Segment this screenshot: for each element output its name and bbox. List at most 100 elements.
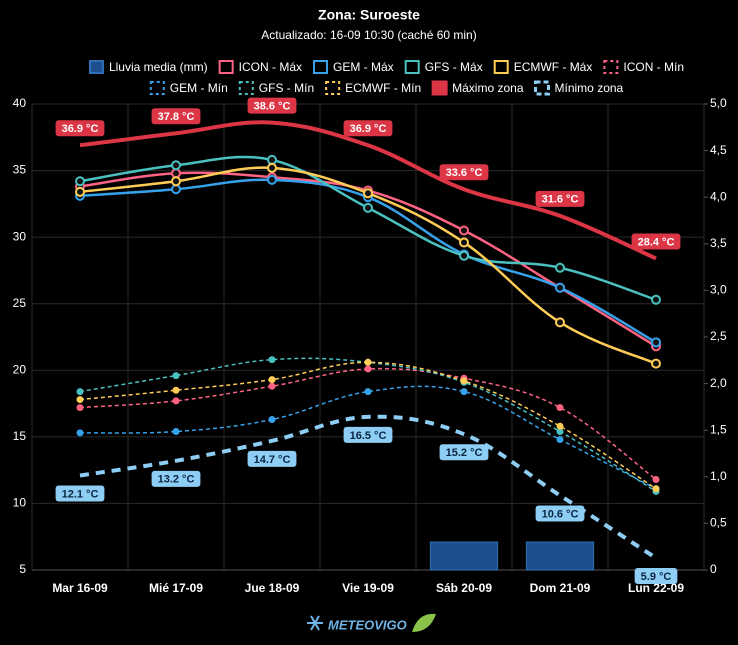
point (652, 485, 660, 493)
point (556, 404, 564, 412)
legend-swatch (603, 60, 619, 74)
value-label: 12.1 °C (62, 488, 99, 500)
point (76, 388, 84, 396)
legend-item: GFS - Máx (404, 60, 483, 74)
value-label-box (439, 164, 489, 181)
value-label-box (439, 444, 489, 461)
legend-label: GEM - Máx (333, 60, 394, 74)
legend-item: ICON - Máx (218, 60, 302, 74)
value-label: 38.6 °C (254, 101, 291, 113)
x-tick-label: Vie 19-09 (342, 581, 394, 595)
point (267, 154, 277, 165)
x-tick-label: Jue 18-09 (245, 581, 300, 595)
legend-swatch (404, 60, 420, 74)
legend-swatch (313, 60, 329, 74)
y2-tick-label: 1,5 (710, 422, 727, 436)
point (75, 176, 85, 187)
point (459, 237, 469, 248)
value-label: 33.6 °C (446, 167, 483, 179)
legend-item: ECMWF - Máx (493, 60, 593, 74)
x-tick-label: Lun 22-09 (628, 581, 684, 595)
value-label-box (151, 470, 201, 487)
y-tick-label: 40 (13, 96, 27, 110)
legend-item: Mínimo zona (534, 80, 624, 96)
point (171, 160, 181, 171)
logo-text: METEOVIGO (328, 617, 407, 632)
point (555, 282, 565, 293)
y-tick-label: 20 (13, 362, 27, 376)
point (172, 397, 180, 405)
logo-icon (307, 615, 323, 631)
legend-item: GEM - Mín (149, 81, 228, 95)
legend-swatch (149, 81, 165, 95)
value-label: 13.2 °C (158, 474, 195, 486)
value-label: 14.7 °C (254, 454, 291, 466)
line-series (76, 358, 660, 493)
legend-item: ICON - Mín (603, 60, 684, 74)
point (556, 428, 564, 436)
point (268, 382, 276, 390)
point (76, 429, 84, 437)
point (459, 225, 469, 236)
y-tick-label: 35 (13, 163, 27, 177)
point (268, 416, 276, 424)
legend-label: ICON - Mín (623, 60, 684, 74)
value-label: 5.9 °C (641, 571, 672, 583)
point (75, 186, 85, 197)
y2-tick-label: 2,5 (710, 329, 727, 343)
legend-swatch (218, 60, 234, 74)
legend-label: Lluvia media (mm) (109, 60, 208, 74)
y2-tick-label: 3,0 (710, 283, 727, 297)
point (651, 294, 661, 305)
chart-title: Zona: Suroeste (318, 7, 420, 23)
point (555, 262, 565, 273)
point (267, 162, 277, 173)
line-series (75, 154, 661, 305)
point (651, 337, 661, 348)
line (79, 120, 657, 261)
value-label-box (55, 120, 105, 137)
point (172, 428, 180, 436)
point (268, 356, 276, 364)
x-tick-label: Dom 21-09 (530, 581, 591, 595)
point (171, 184, 181, 195)
value-label-box (247, 97, 297, 114)
point (459, 250, 469, 261)
y-tick-label: 10 (13, 496, 27, 510)
legend-swatch (238, 81, 254, 95)
x-tick-label: Mié 17-09 (149, 581, 203, 595)
legend-label: ECMWF - Mín (345, 81, 421, 95)
value-label-box (634, 568, 678, 585)
value-label: 15.2 °C (446, 447, 483, 459)
value-label: 36.9 °C (62, 123, 99, 135)
x-tick-label: Mar 16-09 (52, 581, 108, 595)
point (364, 365, 372, 373)
legend-item: Máximo zona (431, 80, 524, 96)
legend-label: GFS - Mín (259, 81, 314, 95)
legend-item: ECMWF - Mín (325, 81, 421, 95)
x-tick-label: Sáb 20-09 (436, 581, 492, 595)
y-tick-label: 5 (19, 562, 26, 576)
point (364, 388, 372, 396)
value-label: 10.6 °C (542, 508, 579, 520)
legend-label: ECMWF - Máx (514, 60, 593, 74)
point (460, 388, 468, 396)
y2-tick-label: 4,0 (710, 189, 727, 203)
value-label: 36.9 °C (350, 123, 387, 135)
y2-tick-label: 0 (710, 562, 717, 576)
point (268, 376, 276, 384)
value-label-box (151, 108, 201, 125)
value-label-box (631, 233, 681, 250)
y2-tick-label: 2,0 (710, 376, 727, 390)
point (556, 422, 564, 430)
legend-swatch (534, 80, 551, 96)
legend-item: Lluvia media (mm) (88, 60, 208, 74)
y2-tick-label: 0,5 (710, 516, 727, 530)
point (267, 174, 277, 185)
y2-tick-label: 4,5 (710, 143, 727, 157)
point (171, 176, 181, 187)
point (172, 386, 180, 394)
point (171, 168, 181, 179)
value-label-box (343, 120, 393, 137)
